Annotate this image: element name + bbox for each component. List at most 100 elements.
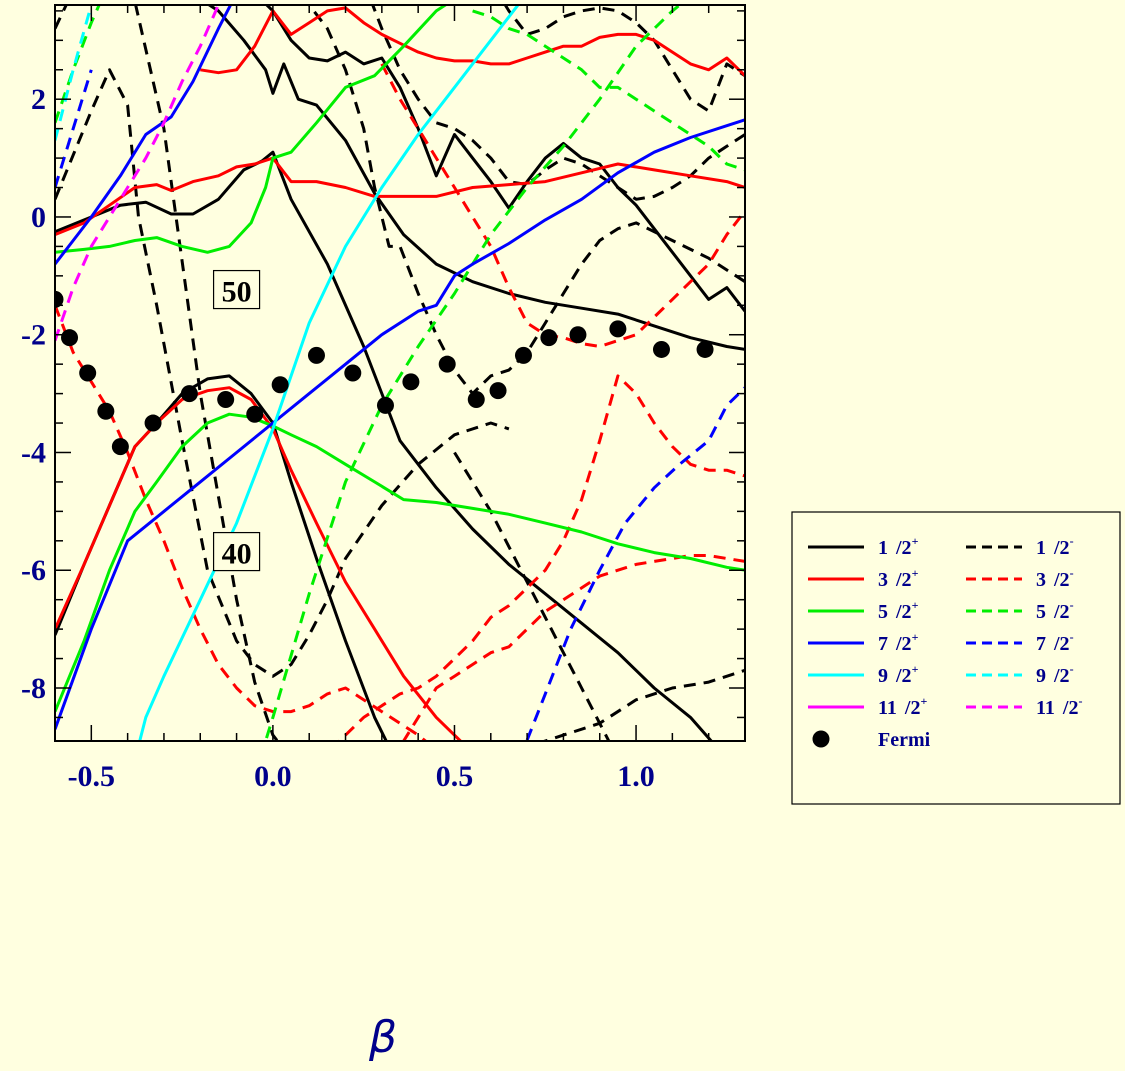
x-tick-labels: -0.5 0.0 0.5 1.0 bbox=[68, 760, 655, 793]
plot-background bbox=[55, 5, 745, 741]
fermi-point bbox=[652, 340, 670, 358]
series-line-22 bbox=[55, 118, 745, 730]
legend-parity: - bbox=[1070, 534, 1074, 548]
series-line-23 bbox=[55, 5, 233, 266]
legend-label: 5/2+ bbox=[878, 598, 919, 623]
y-tick-label: -2 bbox=[21, 319, 46, 352]
legend-parity: - bbox=[1078, 694, 1082, 708]
series-line-17 bbox=[55, 412, 745, 713]
legend-parity: + bbox=[920, 694, 927, 708]
legend-entries: 1/2+ 1/2-3/2+ 3/2-5/2+ 5/2-7/2+ 7/2-9/2+ 9/2-… bbox=[808, 534, 1082, 751]
legend-numerator: 7 bbox=[878, 633, 888, 655]
series-line-28 bbox=[55, 5, 220, 342]
legend-entry: 1/2- bbox=[966, 534, 1074, 559]
legend: 1/2+ 1/2-3/2+ 3/2-5/2+ 5/2-7/2+ 7/2-9/2+ 9/2-… bbox=[791, 511, 1121, 805]
legend-entry: 1/2+ bbox=[808, 534, 919, 559]
x-tick-label: 1.0 bbox=[617, 760, 655, 793]
legend-numerator: 11 bbox=[1036, 697, 1055, 719]
legend-denominator: /2 bbox=[1053, 665, 1070, 687]
fermi-group bbox=[55, 290, 714, 456]
legend-denominator: /2 bbox=[1053, 569, 1070, 591]
annotation-box bbox=[212, 531, 261, 572]
series-line-25 bbox=[55, 69, 93, 188]
legend-entry: 11/2+ bbox=[808, 694, 927, 719]
series-line-24 bbox=[525, 386, 745, 741]
series-line-7 bbox=[371, 5, 745, 201]
legend-denominator: /2 bbox=[895, 537, 912, 559]
x-tick-label: 0.5 bbox=[436, 760, 474, 793]
fermi-point bbox=[402, 373, 420, 391]
legend-label: 5/2- bbox=[1036, 598, 1074, 623]
legend-label: 11/2+ bbox=[878, 694, 927, 719]
series-line-10 bbox=[55, 386, 463, 741]
y-tick-label: 2 bbox=[31, 83, 46, 116]
legend-parity: + bbox=[912, 566, 919, 580]
legend-label: 1/2- bbox=[1036, 534, 1074, 559]
fermi-point bbox=[514, 346, 532, 364]
fermi-point bbox=[271, 376, 289, 394]
legend-entry: 5/2+ bbox=[808, 598, 919, 623]
series-line-9 bbox=[503, 5, 745, 113]
legend-fermi-marker bbox=[812, 730, 830, 748]
legend-denominator: /2 bbox=[895, 633, 912, 655]
fermi-point bbox=[540, 329, 558, 347]
annotations: 50 40 bbox=[212, 269, 261, 572]
legend-entry: 7/2- bbox=[966, 630, 1074, 655]
fermi-point bbox=[696, 340, 714, 358]
legend-parity: + bbox=[912, 534, 919, 548]
fermi-point bbox=[79, 364, 97, 382]
series-line-12 bbox=[200, 6, 745, 77]
y-tick-labels: 2 0 -2 -4 -6 -8 bbox=[21, 83, 46, 705]
legend-entry: 3/2+ bbox=[808, 566, 919, 591]
series-line-20 bbox=[55, 5, 101, 124]
fermi-point bbox=[180, 385, 198, 403]
legend-denominator: /2 bbox=[1053, 633, 1070, 655]
fermi-point bbox=[489, 382, 507, 400]
legend-denominator: /2 bbox=[1053, 601, 1070, 623]
legend-entry: 7/2+ bbox=[808, 630, 919, 655]
x-axis-label: β bbox=[368, 1012, 397, 1063]
legend-denominator: /2 bbox=[895, 569, 912, 591]
fermi-point bbox=[55, 290, 64, 308]
legend-numerator: 3 bbox=[878, 569, 888, 591]
series-line-14 bbox=[337, 374, 745, 741]
plot-frame bbox=[54, 4, 746, 742]
legend-entry: 11/2- bbox=[966, 694, 1082, 719]
x-tick-label: -0.5 bbox=[68, 760, 116, 793]
series-line-18 bbox=[55, 5, 449, 254]
y-tick-label: 0 bbox=[31, 201, 46, 234]
annotation-label: 40 bbox=[222, 538, 252, 571]
fermi-point bbox=[344, 364, 362, 382]
legend-entry: 9/2+ bbox=[808, 662, 919, 687]
legend-numerator: 5 bbox=[1036, 601, 1046, 623]
legend-parity: - bbox=[1070, 630, 1074, 644]
fermi-point bbox=[246, 405, 264, 423]
series-line-11 bbox=[55, 156, 745, 236]
fermi-point bbox=[438, 355, 456, 373]
series-line-4 bbox=[55, 68, 510, 678]
fermi-point bbox=[97, 402, 115, 420]
y-tick-label: -8 bbox=[21, 672, 46, 705]
tick-marks bbox=[54, 5, 746, 741]
series-line-26 bbox=[138, 5, 520, 741]
legend-denominator: /2 bbox=[895, 601, 912, 623]
fermi-point bbox=[376, 396, 394, 414]
series-line-15 bbox=[380, 63, 745, 348]
legend-label: 7/2+ bbox=[878, 630, 919, 655]
fermi-point bbox=[61, 329, 79, 347]
legend-denominator: /2 bbox=[1062, 697, 1079, 719]
legend-entry: 3/2- bbox=[966, 566, 1074, 591]
legend-entry: 9/2- bbox=[966, 662, 1074, 687]
legend-numerator: 9 bbox=[878, 665, 888, 687]
legend-numerator: 1 bbox=[878, 537, 888, 559]
legend-label: 7/2- bbox=[1036, 630, 1074, 655]
legend-fermi-label: Fermi bbox=[878, 729, 931, 751]
series-line-21 bbox=[472, 9, 745, 172]
legend-numerator: 5 bbox=[878, 601, 888, 623]
annotation-box bbox=[212, 269, 261, 310]
legend-label: 9/2+ bbox=[878, 662, 919, 687]
x-tick-label: 0.0 bbox=[254, 760, 292, 793]
legend-numerator: 7 bbox=[1036, 633, 1046, 655]
legend-parity: - bbox=[1070, 566, 1074, 580]
